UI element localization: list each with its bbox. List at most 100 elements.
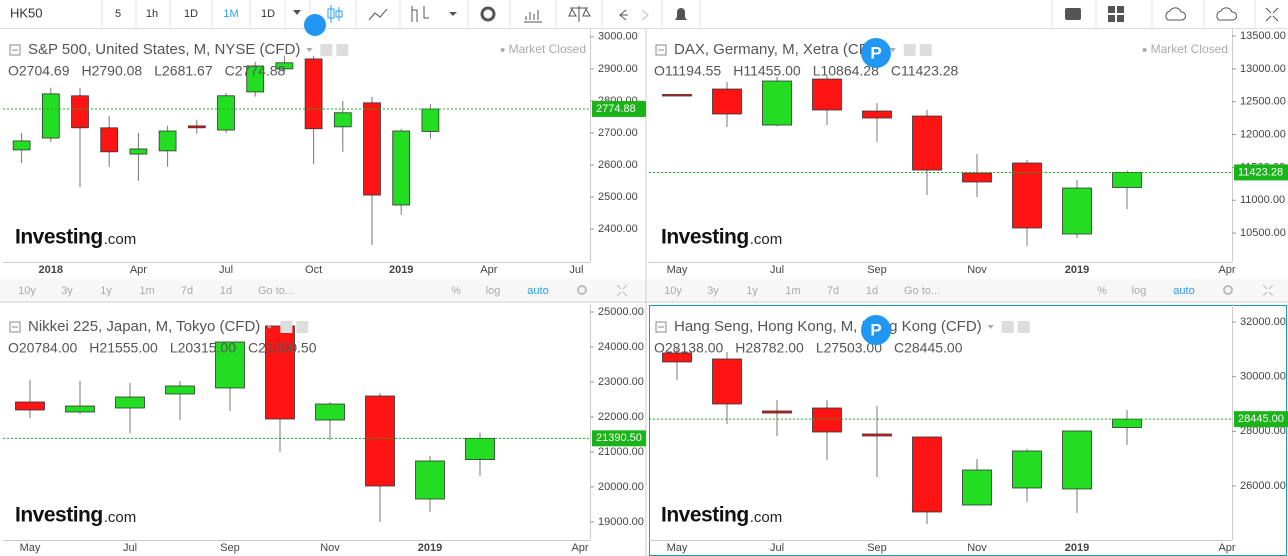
range-button[interactable]: 10y bbox=[664, 285, 682, 297]
range-button[interactable]: 1y bbox=[100, 285, 112, 297]
candle-body bbox=[1012, 450, 1042, 489]
symbol[interactable]: HK50 bbox=[10, 5, 43, 20]
close-box[interactable] bbox=[1017, 321, 1030, 333]
x-tick-label: May bbox=[667, 264, 688, 276]
y-tick-label: 2400.00 bbox=[598, 223, 638, 235]
goto-button[interactable]: Go to... bbox=[904, 285, 940, 297]
fullscreen-icon[interactable] bbox=[1265, 7, 1279, 22]
price-label: 21390.50 bbox=[596, 432, 642, 444]
collapse-box[interactable] bbox=[655, 44, 667, 56]
y-tick-label: 2600.00 bbox=[598, 159, 638, 171]
range-button[interactable]: 1m bbox=[785, 285, 800, 297]
collapse-box[interactable] bbox=[9, 44, 21, 56]
x-tick-label: 2019 bbox=[389, 264, 413, 276]
load-icon[interactable] bbox=[1165, 7, 1186, 21]
range-button[interactable]: 3y bbox=[61, 285, 73, 297]
save-icon[interactable] bbox=[1216, 7, 1237, 21]
alert-icon[interactable] bbox=[675, 8, 687, 20]
badge-text[interactable]: P bbox=[870, 43, 881, 62]
badge-circle[interactable] bbox=[861, 315, 891, 345]
x-tick-label: Jul bbox=[770, 542, 784, 554]
scale-mode-button[interactable]: auto bbox=[527, 285, 548, 297]
range-settings-icon[interactable] bbox=[577, 285, 587, 295]
interval-button[interactable]: 1D bbox=[184, 8, 198, 20]
brand-logo: Investing bbox=[661, 226, 749, 249]
range-button[interactable]: 7d bbox=[181, 285, 193, 297]
indicator-icon[interactable] bbox=[368, 8, 388, 21]
y-tick-label: 2900.00 bbox=[598, 63, 638, 75]
y-tick-label: 22000.00 bbox=[598, 411, 644, 423]
chart-title: Nikkei 225, Japan, M, Tokyo (CFD) bbox=[28, 318, 260, 335]
y-tick-label: 13500.00 bbox=[1240, 30, 1286, 42]
title-dropdown[interactable] bbox=[266, 325, 273, 329]
range-button[interactable]: 1m bbox=[139, 285, 154, 297]
scale-mode-button[interactable]: auto bbox=[1173, 285, 1194, 297]
candle-type-icon[interactable] bbox=[327, 5, 343, 23]
y-tick-label: 24000.00 bbox=[598, 341, 644, 353]
chart-title: DAX, Germany, M, Xetra (CFD) bbox=[674, 41, 884, 58]
range-expand-icon[interactable] bbox=[1262, 284, 1274, 297]
collapse-box[interactable] bbox=[655, 321, 667, 333]
scale-mode-button[interactable]: log bbox=[486, 285, 501, 297]
interval-button[interactable]: 1D bbox=[261, 8, 275, 20]
ohlc-value: C2774.88 bbox=[225, 63, 286, 79]
compare-icon[interactable] bbox=[411, 6, 429, 22]
title-dropdown[interactable] bbox=[987, 325, 994, 329]
candle-body bbox=[762, 80, 792, 126]
settings-box[interactable] bbox=[1001, 321, 1014, 333]
interval-button[interactable]: 1h bbox=[146, 8, 158, 20]
settings-box[interactable] bbox=[903, 44, 916, 56]
title-dropdown[interactable] bbox=[889, 48, 896, 52]
close-box[interactable] bbox=[919, 44, 932, 56]
candle-body bbox=[712, 88, 742, 115]
dropdown-icon[interactable] bbox=[293, 10, 301, 15]
interval-button[interactable]: 1M bbox=[223, 8, 238, 20]
y-tick-label: 3000.00 bbox=[598, 31, 638, 43]
goto-button[interactable]: Go to... bbox=[258, 285, 294, 297]
title-dropdown[interactable] bbox=[306, 48, 313, 52]
candle-body bbox=[217, 95, 235, 131]
badge-circle[interactable] bbox=[861, 38, 891, 68]
range-button[interactable]: 3y bbox=[707, 285, 719, 297]
candle-body bbox=[812, 78, 842, 111]
layout-icon[interactable] bbox=[1108, 6, 1124, 22]
settings-box[interactable] bbox=[320, 44, 333, 56]
badge-circle-hidden[interactable] bbox=[304, 14, 326, 36]
scale-mode-button[interactable]: log bbox=[1132, 285, 1147, 297]
y-tick-label: 32000.00 bbox=[1240, 316, 1286, 328]
range-button[interactable]: 1y bbox=[746, 285, 758, 297]
range-expand-icon[interactable] bbox=[616, 284, 628, 297]
interval-button[interactable]: 5 bbox=[115, 8, 121, 20]
redo-icon[interactable] bbox=[641, 9, 649, 21]
candle-body bbox=[129, 148, 148, 155]
range-settings-icon[interactable] bbox=[1223, 285, 1233, 295]
balance-icon[interactable] bbox=[568, 6, 591, 22]
y-tick-label: 2700.00 bbox=[598, 127, 638, 139]
settings-box[interactable] bbox=[280, 321, 293, 333]
brand-suffix: .com bbox=[750, 509, 783, 526]
close-box[interactable] bbox=[296, 321, 309, 333]
range-button[interactable]: 1d bbox=[220, 285, 232, 297]
y-tick-label: 2500.00 bbox=[598, 191, 638, 203]
collapse-box[interactable] bbox=[9, 321, 21, 333]
y-tick-label: 11000.00 bbox=[1240, 194, 1285, 206]
undo-icon[interactable] bbox=[619, 9, 628, 21]
badge-text[interactable]: P bbox=[870, 320, 881, 339]
range-button[interactable]: 1d bbox=[866, 285, 878, 297]
close-box[interactable] bbox=[336, 44, 349, 56]
price-label: 2774.88 bbox=[596, 103, 636, 115]
dropdown-icon[interactable] bbox=[449, 12, 457, 16]
x-tick-label: 2019 bbox=[418, 542, 442, 554]
y-tick-label: 12000.00 bbox=[1240, 128, 1286, 140]
studies-icon[interactable] bbox=[524, 10, 542, 23]
range-button[interactable]: 7d bbox=[827, 285, 839, 297]
settings-icon[interactable] bbox=[480, 6, 496, 22]
scale-mode-button[interactable]: % bbox=[451, 285, 461, 297]
x-tick-label: Nov bbox=[967, 264, 987, 276]
candle-body bbox=[158, 130, 177, 152]
y-tick-label: 20000.00 bbox=[598, 481, 644, 493]
status-dot bbox=[500, 48, 505, 52]
snapshot-icon[interactable] bbox=[1065, 8, 1081, 20]
scale-mode-button[interactable]: % bbox=[1097, 285, 1107, 297]
range-button[interactable]: 10y bbox=[18, 285, 36, 297]
